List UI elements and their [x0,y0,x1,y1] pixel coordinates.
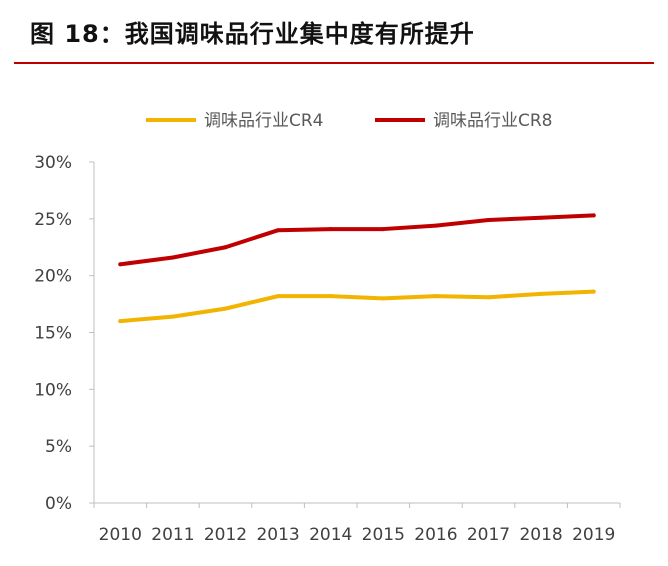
data-point [381,296,386,301]
y-tick-label: 0% [45,494,72,514]
y-axis: 0% 5% 10% 15% 20% 25% 30% [34,153,95,514]
x-tick-label: 2018 [519,525,562,545]
data-point [118,262,123,267]
x-tick-label: 2013 [256,525,299,545]
x-tick-label: 2017 [467,525,510,545]
data-point [118,319,123,324]
y-tick-label: 20% [34,267,72,287]
y-tick-label: 25% [34,210,72,230]
y-tick-label: 15% [34,324,72,344]
data-point [170,314,175,319]
legend-label: 调味品行业CR4 [204,111,324,131]
legend-label: 调味品行业CR8 [433,111,553,131]
x-tick-label: 2012 [204,525,247,545]
x-tick-label: 2014 [309,525,352,545]
data-point [223,306,228,311]
figure-title: 图 18：我国调味品行业集中度有所提升 [30,20,475,48]
data-point [486,295,491,300]
title-rule [14,62,654,64]
data-point [276,228,281,233]
data-point [328,227,333,232]
x-tick-label: 2016 [414,525,457,545]
data-point [223,245,228,250]
data-point [433,294,438,299]
x-tick-label: 2015 [362,525,405,545]
y-tick-label: 30% [34,153,72,173]
data-point [433,223,438,228]
x-tick-label: 2019 [572,525,615,545]
data-point [539,291,544,296]
data-point [486,217,491,222]
series-line-1 [118,289,596,324]
data-point [539,215,544,220]
y-tick-label: 5% [45,437,72,457]
y-tick-label: 10% [34,380,72,400]
series-line-2 [118,213,596,267]
legend: 调味品行业CR4 调味品行业CR8 [146,111,553,131]
data-point [276,294,281,299]
x-tick-label: 2011 [151,525,194,545]
data-point [328,294,333,299]
data-point [591,213,596,218]
data-point [591,289,596,294]
data-point [381,227,386,232]
x-axis: 2010 2011 2012 2013 2014 2015 2016 2017 2018 2019 [93,502,621,545]
x-tick-label: 2010 [99,525,142,545]
series-lines [118,213,596,324]
data-point [170,255,175,260]
